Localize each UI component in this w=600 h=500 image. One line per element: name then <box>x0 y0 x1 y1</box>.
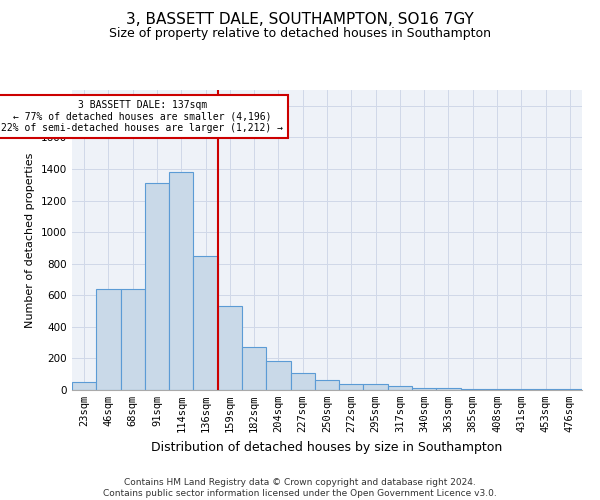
Bar <box>412 388 436 390</box>
Bar <box>339 384 364 390</box>
Text: Contains HM Land Registry data © Crown copyright and database right 2024.
Contai: Contains HM Land Registry data © Crown c… <box>103 478 497 498</box>
Bar <box>485 388 509 390</box>
Bar <box>436 388 461 390</box>
Bar <box>121 289 145 390</box>
Text: Size of property relative to detached houses in Southampton: Size of property relative to detached ho… <box>109 28 491 40</box>
Bar <box>145 183 169 390</box>
Bar <box>96 289 121 390</box>
Bar <box>364 384 388 390</box>
X-axis label: Distribution of detached houses by size in Southampton: Distribution of detached houses by size … <box>151 440 503 454</box>
Bar <box>266 361 290 390</box>
Bar <box>533 389 558 390</box>
Y-axis label: Number of detached properties: Number of detached properties <box>25 152 35 328</box>
Bar <box>169 172 193 390</box>
Bar <box>388 386 412 390</box>
Bar <box>461 388 485 390</box>
Text: 3, BASSETT DALE, SOUTHAMPTON, SO16 7GY: 3, BASSETT DALE, SOUTHAMPTON, SO16 7GY <box>126 12 474 28</box>
Text: 3 BASSETT DALE: 137sqm
← 77% of detached houses are smaller (4,196)
22% of semi-: 3 BASSETT DALE: 137sqm ← 77% of detached… <box>1 100 283 134</box>
Bar <box>242 346 266 390</box>
Bar <box>72 382 96 390</box>
Bar <box>509 389 533 390</box>
Bar <box>193 256 218 390</box>
Bar <box>218 306 242 390</box>
Bar <box>558 389 582 390</box>
Bar <box>290 374 315 390</box>
Bar <box>315 380 339 390</box>
